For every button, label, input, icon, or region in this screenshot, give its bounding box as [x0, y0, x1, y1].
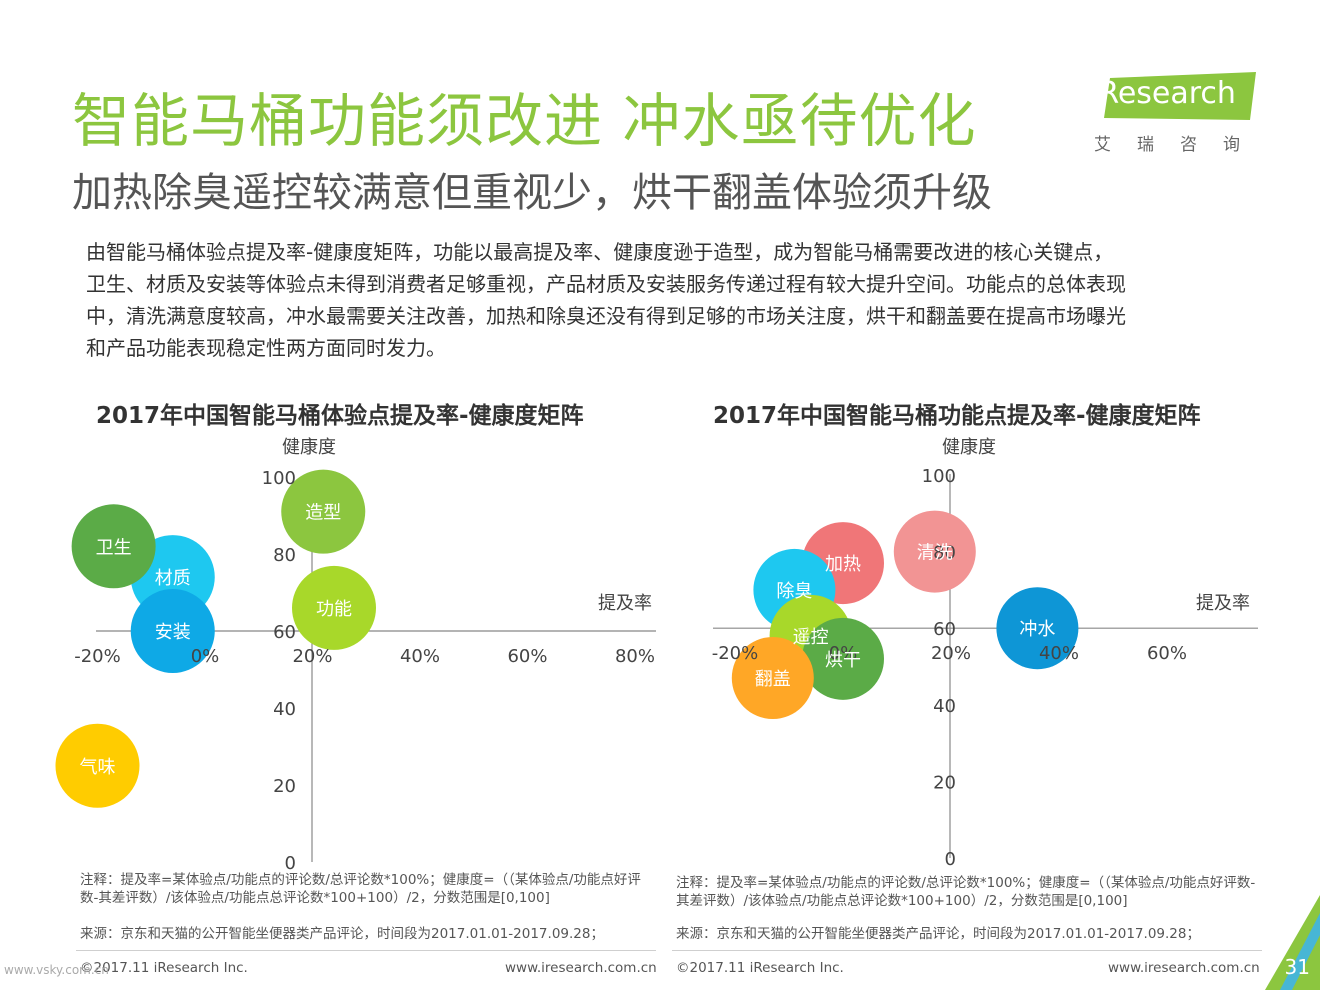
bubble-功能	[292, 565, 376, 650]
x-tick-label: 20%	[931, 643, 971, 664]
y-axis-label: 健康度	[942, 437, 996, 458]
copyright-right: ©2017.11 iResearch Inc.	[676, 960, 844, 976]
page-title: 智能马桶功能须改进 冲水亟待优化	[72, 87, 977, 155]
x-tick-label: 80%	[615, 646, 655, 667]
bubble-label: 烘干	[825, 650, 861, 671]
x-tick-label: 60%	[507, 646, 547, 667]
chart-title-experience: 2017年中国智能马桶体验点提及率-健康度矩阵	[96, 403, 584, 429]
bubble-label: 材质	[155, 568, 191, 589]
y-tick-label: 0	[285, 853, 296, 874]
x-tick-label: 40%	[400, 646, 440, 667]
bubble-冲水	[996, 587, 1079, 670]
footer-divider-left	[76, 950, 656, 951]
bubble-label: 冲水	[1019, 619, 1055, 640]
x-tick-label: -20%	[74, 646, 121, 667]
source-left: 来源：京东和天猫的公开智能坐便器类产品评论，时间段为2017.01.01-201…	[80, 926, 604, 942]
y-tick-label: 60	[933, 619, 956, 640]
note-right: 注释：提及率=某体验点/功能点的评论数/总评论数*100%；健康度=（（某体验点…	[676, 875, 1256, 909]
y-tick-label: 80	[273, 545, 296, 566]
description-line: 中，清洗满意度较高，冲水最需要关注改善，加热和除臭还没有得到足够的市场关注度，烘…	[86, 304, 1126, 328]
x-axis-label: 提及率	[1196, 593, 1250, 614]
bubble-label: 卫生	[96, 537, 132, 558]
bubble-label: 功能	[316, 599, 352, 620]
iresearch-logo: iResearch 艾瑞咨询	[1090, 70, 1260, 160]
y-tick-label: 40	[933, 696, 956, 717]
website-right: www.iresearch.com.cn	[1108, 960, 1260, 976]
bubble-清洗	[893, 510, 976, 593]
x-tick-label: -20%	[712, 643, 759, 664]
bubble-翻盖	[731, 636, 814, 719]
note-left: 注释：提及率=某体验点/功能点的评论数/总评论数*100%；健康度=（（某体验点…	[80, 872, 641, 906]
y-tick-label: 20	[273, 776, 296, 797]
x-tick-label: 0%	[191, 646, 220, 667]
bubble-label: 清洗	[917, 543, 953, 564]
bubble-label: 翻盖	[755, 669, 791, 690]
logo-cn-text: 艾瑞咨询	[1094, 135, 1266, 155]
watermark: www.vsky.com.cn	[4, 963, 109, 977]
x-tick-label: 60%	[1147, 643, 1187, 664]
bubble-label: 除臭	[776, 581, 812, 602]
page-number: 31	[1284, 955, 1310, 979]
copyright-left: ©2017.11 iResearch Inc.	[80, 960, 248, 976]
y-tick-label: 0	[945, 849, 956, 870]
y-axis-label: 健康度	[282, 437, 336, 458]
corner-decoration-icon	[1265, 895, 1320, 990]
description: 由智能马桶体验点提及率-健康度矩阵，功能以最高提及率、健康度逊于造型，成为智能马…	[86, 236, 1246, 364]
y-tick-label: 60	[273, 622, 296, 643]
bubble-气味	[55, 723, 140, 808]
bubble-造型	[281, 469, 366, 554]
description-line: 和产品功能表现稳定性两方面同时发力。	[86, 336, 446, 360]
logo-text: iResearch	[1090, 76, 1236, 111]
y-tick-label: 40	[273, 699, 296, 720]
bubble-label: 安装	[155, 622, 191, 643]
bubble-安装	[130, 589, 215, 673]
x-tick-label: 40%	[1039, 643, 1079, 664]
y-tick-label: 20	[933, 772, 956, 793]
bubble-label: 造型	[305, 503, 341, 524]
x-tick-label: 0%	[829, 643, 858, 664]
x-tick-label: 20%	[292, 646, 332, 667]
y-tick-label: 80	[933, 543, 956, 564]
bubble-卫生	[71, 504, 156, 589]
bubble-烘干	[802, 617, 884, 700]
page-subtitle: 加热除臭遥控较满意但重视少，烘干翻盖体验须升级	[72, 170, 992, 216]
chart-title-function: 2017年中国智能马桶功能点提及率-健康度矩阵	[713, 403, 1201, 429]
x-axis-label: 提及率	[598, 593, 652, 614]
y-tick-label: 100	[262, 468, 296, 489]
logo-banner-icon	[1104, 72, 1256, 120]
footer-divider-right	[672, 950, 1262, 951]
source-right: 来源：京东和天猫的公开智能坐便器类产品评论，时间段为2017.01.01-201…	[676, 926, 1200, 942]
website-left: www.iresearch.com.cn	[505, 960, 657, 976]
bubble-label: 加热	[825, 554, 861, 575]
description-line: 卫生、材质及安装等体验点未得到消费者足够重视，产品材质及安装服务传递过程有较大提…	[86, 272, 1126, 296]
description-line: 由智能马桶体验点提及率-健康度矩阵，功能以最高提及率、健康度逊于造型，成为智能马…	[86, 240, 1114, 264]
bubble-label: 气味	[80, 757, 116, 778]
y-tick-label: 100	[922, 466, 956, 487]
bubble-label: 遥控	[793, 627, 829, 648]
